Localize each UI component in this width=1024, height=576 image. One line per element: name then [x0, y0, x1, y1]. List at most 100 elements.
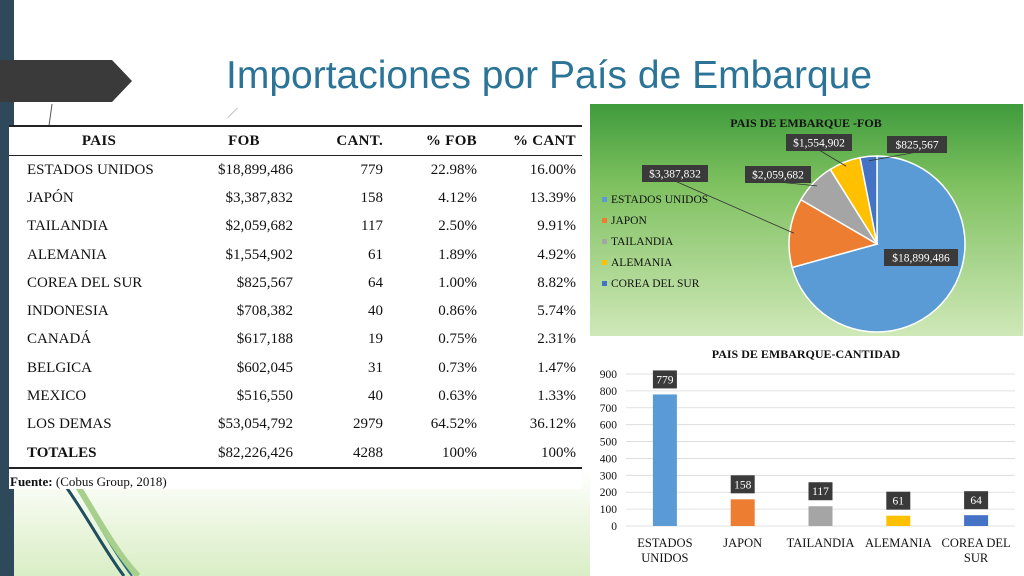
cell-cant: 40 — [368, 388, 383, 405]
cell-pais: INDONESIA — [27, 303, 109, 320]
cell-pais: MEXICO — [27, 388, 87, 405]
pie-slice — [788, 198, 879, 269]
legend-label: COREA DEL SUR — [611, 278, 700, 290]
cell-pais: CANADÁ — [27, 331, 92, 348]
cell-fob: $53,054,792 — [218, 416, 293, 433]
table-row: BELGICA $602,045 31 0.73% 1.47% — [9, 354, 582, 382]
y-tick-label: 700 — [600, 403, 618, 415]
cell-pct-cant: 5.74% — [537, 303, 576, 320]
cell-pct-cant: 1.33% — [537, 388, 576, 405]
cell-fob: $825,567 — [236, 274, 293, 291]
cell-pais: BELGICA — [27, 359, 92, 376]
table-row: MEXICO $516,550 40 0.63% 1.33% — [9, 382, 582, 410]
cell-pct-cant: 9.91% — [537, 218, 576, 235]
bar-data-label-box — [964, 491, 989, 510]
header-fob: FOB — [189, 125, 299, 156]
bar — [964, 515, 989, 526]
cell-pais: ALEMANIA — [27, 246, 107, 263]
table-row: INDONESIA $708,382 40 0.86% 5.74% — [9, 297, 582, 325]
decorative-line — [48, 104, 53, 126]
y-tick-label: 400 — [600, 453, 618, 465]
cell-cant: 2979 — [353, 416, 383, 433]
table-row: TAILANDIA $2,059,682 117 2.50% 9.91% — [9, 213, 582, 241]
y-tick-label: 800 — [600, 386, 618, 398]
cell-cant: 779 — [360, 161, 384, 178]
table-row: CANADÁ $617,188 19 0.75% 2.31% — [9, 326, 582, 354]
pie-slice — [791, 155, 966, 333]
cell-pct-fob: 2.50% — [438, 218, 477, 235]
cell-cant: 64 — [368, 274, 383, 291]
bar-chart: PAIS DE EMBARQUE-CANTIDAD 0 100 200 300 400 50… — [600, 347, 1015, 565]
decorative-line — [227, 107, 238, 119]
cell-pct-cant: 36.12% — [529, 416, 576, 433]
source-label: Fuente: — [10, 474, 53, 489]
cell-cant: 31 — [368, 359, 383, 376]
legend-swatch — [602, 281, 607, 286]
pie-chart-title: PAIS DE EMBARQUE -FOB — [730, 116, 881, 130]
pie-data-label: $18,899,486 — [892, 252, 950, 265]
table-row: ALEMANIA $1,554,902 61 1.89% 4.92% — [9, 241, 582, 269]
y-tick-label: 600 — [600, 420, 618, 432]
cell-fob: $82,226,426 — [189, 438, 299, 470]
legend-swatch — [602, 260, 607, 265]
source-text: (Cobus Group, 2018) — [52, 474, 167, 489]
table-header-row: PAIS FOB CANT. % FOB % CANT — [9, 125, 582, 156]
cell-fob: $708,382 — [236, 303, 293, 320]
cell-pct-fob: 64.52% — [430, 416, 477, 433]
bar-data-label-box — [652, 370, 677, 389]
cell-fob: $3,387,832 — [225, 189, 294, 206]
slide-title: Importaciones por País de Embarque — [226, 54, 873, 97]
cell-fob: $516,550 — [236, 388, 293, 405]
cell-pct-fob: 0.86% — [438, 303, 477, 320]
cell-pais: TAILANDIA — [27, 218, 109, 235]
bar-data-label: 779 — [656, 374, 674, 386]
cell-cant: 4288 — [299, 438, 389, 470]
bar — [652, 394, 677, 526]
cell-pct-cant: 16.00% — [529, 161, 576, 178]
pie-data-label-box — [884, 249, 958, 266]
y-tick-label: 200 — [600, 487, 618, 499]
header-cant: CANT. — [299, 125, 389, 156]
table-totals-row: TOTALES $82,226,426 4288 100% 100% — [9, 438, 582, 470]
pie-slice — [859, 155, 878, 245]
cell-cant: 117 — [361, 218, 383, 235]
legend-swatch — [602, 197, 607, 202]
bar-data-label: 64 — [970, 495, 982, 507]
title-arrow-shape — [0, 60, 132, 102]
legend-label: ESTADOS UNIDOS — [611, 194, 708, 206]
pie-data-label-box — [786, 134, 852, 151]
table-row: LOS DEMAS $53,054,792 2979 64.52% 36.12% — [9, 411, 582, 439]
x-category-label: TAILANDIA — [787, 536, 855, 550]
cell-fob: $18,899,486 — [218, 161, 293, 178]
cell-pais: ESTADOS UNIDOS — [27, 161, 154, 178]
legend-swatch — [602, 239, 607, 244]
pie-data-label: $1,554,902 — [793, 137, 845, 150]
pie-data-label-box — [642, 165, 708, 182]
cell-cant: 19 — [368, 331, 383, 348]
bar — [808, 506, 833, 526]
y-tick-label: 100 — [600, 504, 618, 516]
x-category-label: ESTADOS — [637, 536, 692, 550]
pie-leader-line — [868, 151, 918, 162]
bar-data-label-box — [808, 482, 833, 501]
cell-pct-cant: 4.92% — [537, 246, 576, 263]
pie-data-label: $825,567 — [895, 139, 938, 152]
pie-data-label: $3,387,832 — [649, 168, 701, 181]
cell-fob: $602,045 — [236, 359, 293, 376]
cell-pct-fob: 0.63% — [438, 388, 477, 405]
cell-pais: JAPÓN — [27, 189, 74, 206]
pie-chart-panel: PAIS DE EMBARQUE -FOB $18,899,486 $3,387,8… — [590, 104, 1023, 336]
x-category-label: SUR — [964, 551, 989, 565]
bar — [886, 515, 911, 526]
cell-pct-fob: 1.89% — [438, 246, 477, 263]
legend-label: JAPON — [611, 215, 647, 227]
legend-label: TAILANDIA — [611, 236, 674, 248]
pie-data-label: $2,059,682 — [752, 169, 804, 182]
imports-table: PAIS FOB CANT. % FOB % CANT ESTADOS UNID… — [9, 125, 582, 470]
cell-pct-cant: 1.47% — [537, 359, 576, 376]
cell-fob: $1,554,902 — [225, 246, 294, 263]
x-category-label: UNIDOS — [641, 551, 688, 565]
cell-pct-fob: 1.00% — [438, 274, 477, 291]
source-note: Fuente: (Cobus Group, 2018) — [10, 474, 167, 490]
pie-data-label-box — [745, 166, 811, 183]
